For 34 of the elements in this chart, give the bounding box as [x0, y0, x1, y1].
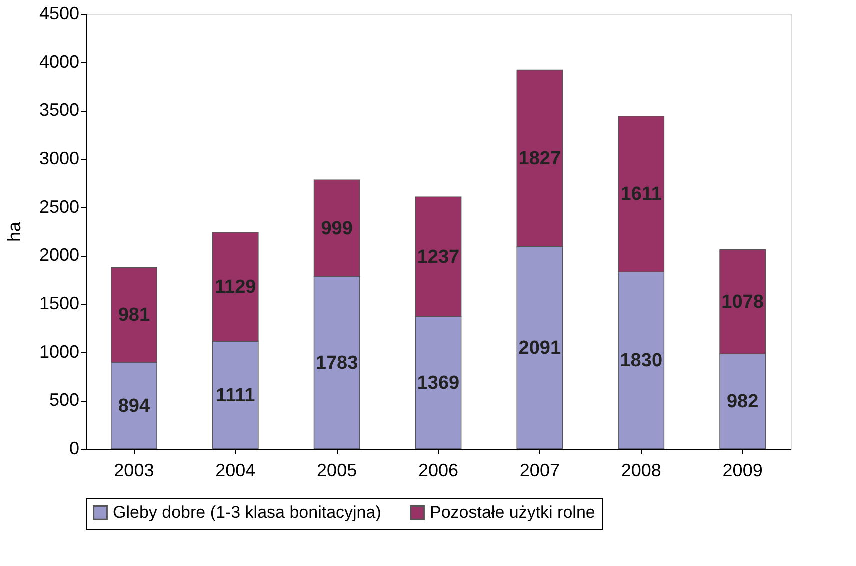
legend-label: Gleby dobre (1-3 klasa bonitacyjna) [113, 502, 382, 522]
y-axis-title: ha [4, 221, 24, 242]
legend-label: Pozostałe użytki rolne [430, 502, 596, 522]
data-label: 1129 [215, 277, 256, 298]
data-label: 1111 [216, 385, 256, 406]
data-label: 1369 [417, 372, 460, 394]
data-label: 999 [321, 218, 353, 240]
y-tick-label: 2500 [39, 196, 80, 217]
y-tick-label: 500 [49, 390, 80, 410]
data-label: 1827 [518, 148, 562, 170]
data-label: 894 [118, 396, 150, 417]
data-label: 981 [118, 305, 150, 326]
data-label: 2091 [518, 338, 562, 359]
data-label: 1783 [316, 352, 358, 374]
x-tick-label: 2007 [520, 460, 560, 480]
x-tick-label: 2006 [418, 460, 459, 480]
data-label: 1830 [620, 350, 663, 372]
x-tick-label: 2003 [114, 460, 154, 480]
data-label: 1078 [722, 292, 764, 313]
y-tick-label: 0 [69, 438, 80, 458]
data-label: 1611 [620, 184, 662, 206]
y-tick-label: 4500 [39, 4, 80, 24]
x-tick-label: 2005 [317, 460, 358, 480]
y-tick-label: 3000 [39, 148, 80, 168]
x-tick-label: 2004 [216, 460, 256, 480]
data-label: 982 [726, 392, 759, 413]
y-tick-label: 4000 [39, 52, 80, 72]
y-tick-label: 3500 [39, 100, 80, 120]
x-tick-label: 2009 [722, 460, 763, 480]
x-tick-label: 2008 [621, 460, 662, 480]
y-tick-label: 2000 [39, 245, 80, 266]
y-tick-label: 1500 [39, 294, 80, 314]
y-tick-label: 1000 [39, 342, 80, 362]
data-label: 1237 [417, 246, 460, 268]
